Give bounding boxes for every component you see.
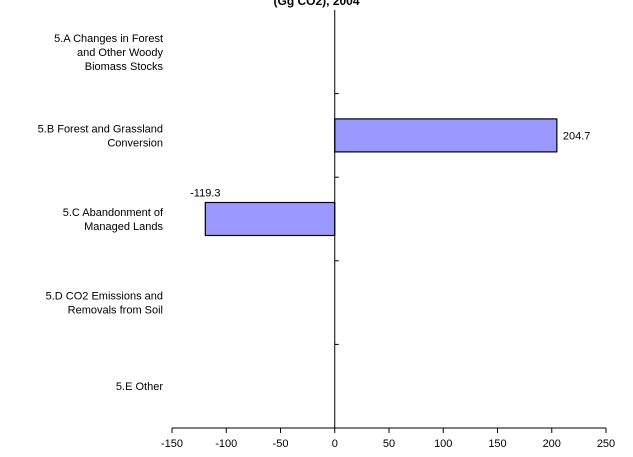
x-tick-label-7: 200 [543, 438, 561, 450]
category-label-0-0: 5.A Changes in Forest [54, 33, 163, 45]
chart-title: (Gg CO2), 2004 [273, 0, 360, 8]
x-tick-label-3: 0 [332, 438, 338, 450]
x-tick-label-4: 50 [383, 438, 395, 450]
x-tick-label-5: 100 [434, 438, 452, 450]
data-label-1: 204.7 [563, 130, 591, 142]
data-label-2: -119.3 [190, 188, 220, 200]
category-label-3-1: Removals from Soil [68, 305, 163, 317]
category-label-2-0: 5.C Abandonment of [63, 207, 164, 219]
bar-1 [334, 118, 558, 153]
category-label-0-2: Biomass Stocks [85, 61, 164, 73]
x-tick-label-2: -50 [273, 438, 289, 450]
category-label-1-0: 5.B Forest and Grassland [38, 123, 163, 135]
category-label-3-0: 5.D CO2 Emissions and [46, 291, 163, 303]
category-label-1-1: Conversion [107, 137, 163, 149]
x-tick-label-1: -100 [215, 438, 237, 450]
category-label-4-0: 5.E Other [116, 381, 163, 393]
x-tick-label-8: 250 [597, 438, 615, 450]
category-label-0-1: and Other Woody [77, 47, 164, 59]
x-tick-label-0: -150 [161, 438, 183, 450]
bar-2 [204, 201, 336, 237]
category-label-2-1: Managed Lands [84, 221, 163, 233]
x-tick-label-6: 150 [488, 438, 506, 450]
